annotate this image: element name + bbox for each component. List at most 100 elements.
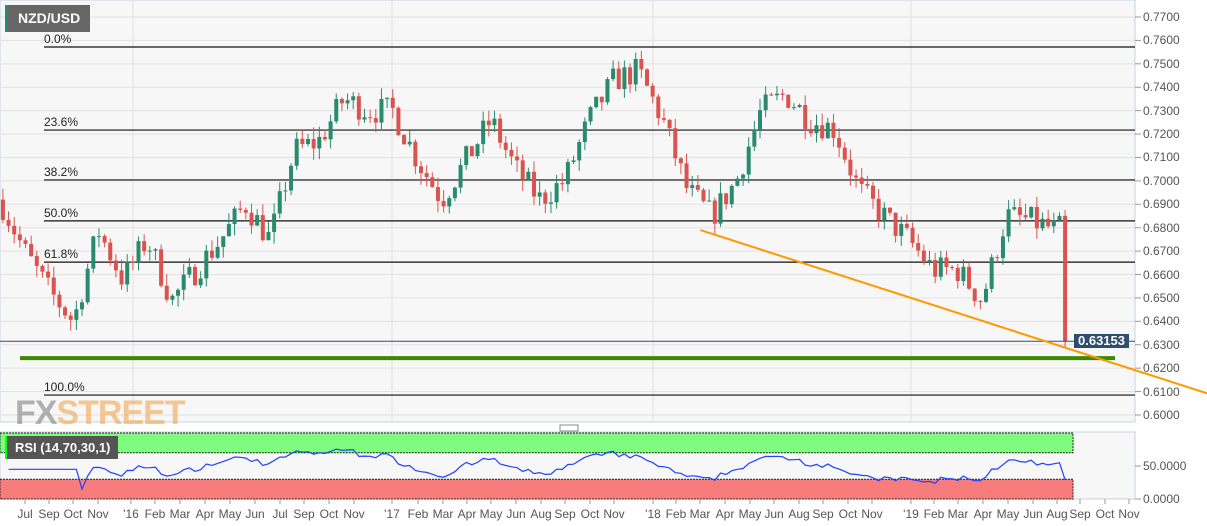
candle-body — [136, 241, 141, 263]
candle-body — [209, 250, 214, 258]
y-tick-label: 0.6600 — [1143, 267, 1180, 282]
candle-body — [944, 257, 949, 268]
candle-body — [554, 183, 559, 203]
candle-body — [187, 266, 192, 275]
candle-body — [910, 227, 915, 243]
x-tick-label: '17 — [384, 507, 400, 521]
candle-body — [650, 85, 655, 97]
candle-body — [407, 141, 412, 145]
x-tick-label: Mar — [169, 507, 191, 521]
candle-body — [249, 212, 254, 226]
candle-body — [317, 136, 322, 149]
panel-resize-handle[interactable] — [559, 424, 579, 432]
y-tick-label: 0.7300 — [1143, 103, 1180, 118]
candle-body — [40, 265, 45, 272]
candle-body — [633, 59, 638, 85]
candle-body — [119, 270, 124, 285]
candle-body — [51, 277, 56, 295]
candle-body — [865, 183, 870, 186]
fib-level-label: 100.0% — [44, 380, 85, 395]
y-tick-label: 0.6700 — [1143, 244, 1180, 259]
x-tick-label: Oct — [580, 507, 600, 521]
candle-body — [848, 159, 853, 176]
candle-body — [741, 174, 746, 179]
candle-body — [599, 96, 604, 103]
candle-body — [729, 185, 734, 205]
candle-body — [746, 146, 751, 175]
y-tick-label: 0.6400 — [1143, 314, 1180, 329]
y-tick-label: 0.6800 — [1143, 220, 1180, 235]
candle-body — [322, 136, 327, 140]
candle-body — [294, 138, 299, 166]
candle-body — [0, 199, 5, 220]
rsi-indicator-label[interactable]: RSI (14,70,30,1) — [5, 436, 119, 459]
candle-body — [458, 165, 463, 188]
candle-body — [893, 212, 898, 236]
candle-body — [1029, 206, 1034, 218]
x-tick-label: '19 — [903, 507, 919, 521]
x-tick-label: Sep — [1069, 507, 1091, 521]
candle-body — [272, 213, 277, 232]
candle-body — [972, 288, 977, 302]
fxstreet-watermark: FXSTREET — [15, 394, 186, 432]
candle-body — [758, 110, 763, 130]
x-tick-label: Nov — [87, 507, 109, 521]
x-tick-label: '16 — [123, 507, 139, 521]
candle-body — [243, 209, 248, 213]
candle-body — [226, 224, 231, 237]
x-tick-label: Jul — [17, 507, 33, 521]
candle-body — [277, 191, 282, 214]
x-tick-label: Nov — [861, 507, 883, 521]
candle-body — [876, 198, 881, 221]
candle-body — [825, 122, 830, 139]
candle-body — [283, 190, 288, 192]
x-tick-label: Sep — [38, 507, 60, 521]
candle-body — [441, 200, 446, 207]
candle-body — [17, 234, 22, 241]
candle-body — [204, 250, 209, 279]
rsi-line — [8, 448, 1066, 491]
candle-body — [560, 183, 565, 185]
candle-body — [978, 301, 983, 303]
x-tick-label: May — [479, 507, 503, 521]
candle-body — [1057, 215, 1062, 221]
candle-body — [854, 175, 859, 178]
x-tick-label: Apr — [457, 507, 477, 521]
candle-body — [46, 271, 51, 278]
candle-body — [176, 289, 181, 296]
candle-body — [221, 236, 226, 247]
candle-body — [1012, 207, 1017, 210]
candle-body — [882, 207, 887, 221]
x-tick-label: Aug — [788, 507, 810, 521]
candle-body — [419, 166, 424, 174]
candle-body — [6, 219, 11, 226]
y-tick-label: 0.7000 — [1143, 173, 1180, 188]
candle-body — [153, 249, 158, 251]
candle-body — [565, 162, 570, 185]
candle-body — [661, 118, 666, 120]
candle-body — [927, 260, 932, 262]
symbol-label: NZD/USD — [5, 5, 91, 32]
candle-body — [396, 107, 401, 136]
candle-body — [74, 309, 79, 320]
candle-body — [193, 266, 198, 286]
x-tick-label: May — [738, 507, 762, 521]
candle-body — [198, 278, 203, 286]
candle-body — [147, 250, 152, 252]
candle-body — [639, 59, 644, 70]
candle-body — [181, 274, 186, 290]
x-tick-label: Sep — [812, 507, 834, 521]
y-tick-label: 0.6900 — [1143, 197, 1180, 212]
x-tick-label: May — [996, 507, 1020, 521]
x-tick-label: Apr — [195, 507, 215, 521]
x-tick-label: Oct — [319, 507, 339, 521]
candle-body — [85, 268, 90, 303]
x-tick-label: Oct — [63, 507, 83, 521]
candle-body — [797, 105, 802, 108]
candle-body — [786, 94, 791, 108]
candle-body — [622, 67, 627, 90]
candle-body — [695, 185, 700, 190]
candle-body — [464, 146, 469, 166]
fib-level-label: 23.6% — [44, 115, 79, 130]
